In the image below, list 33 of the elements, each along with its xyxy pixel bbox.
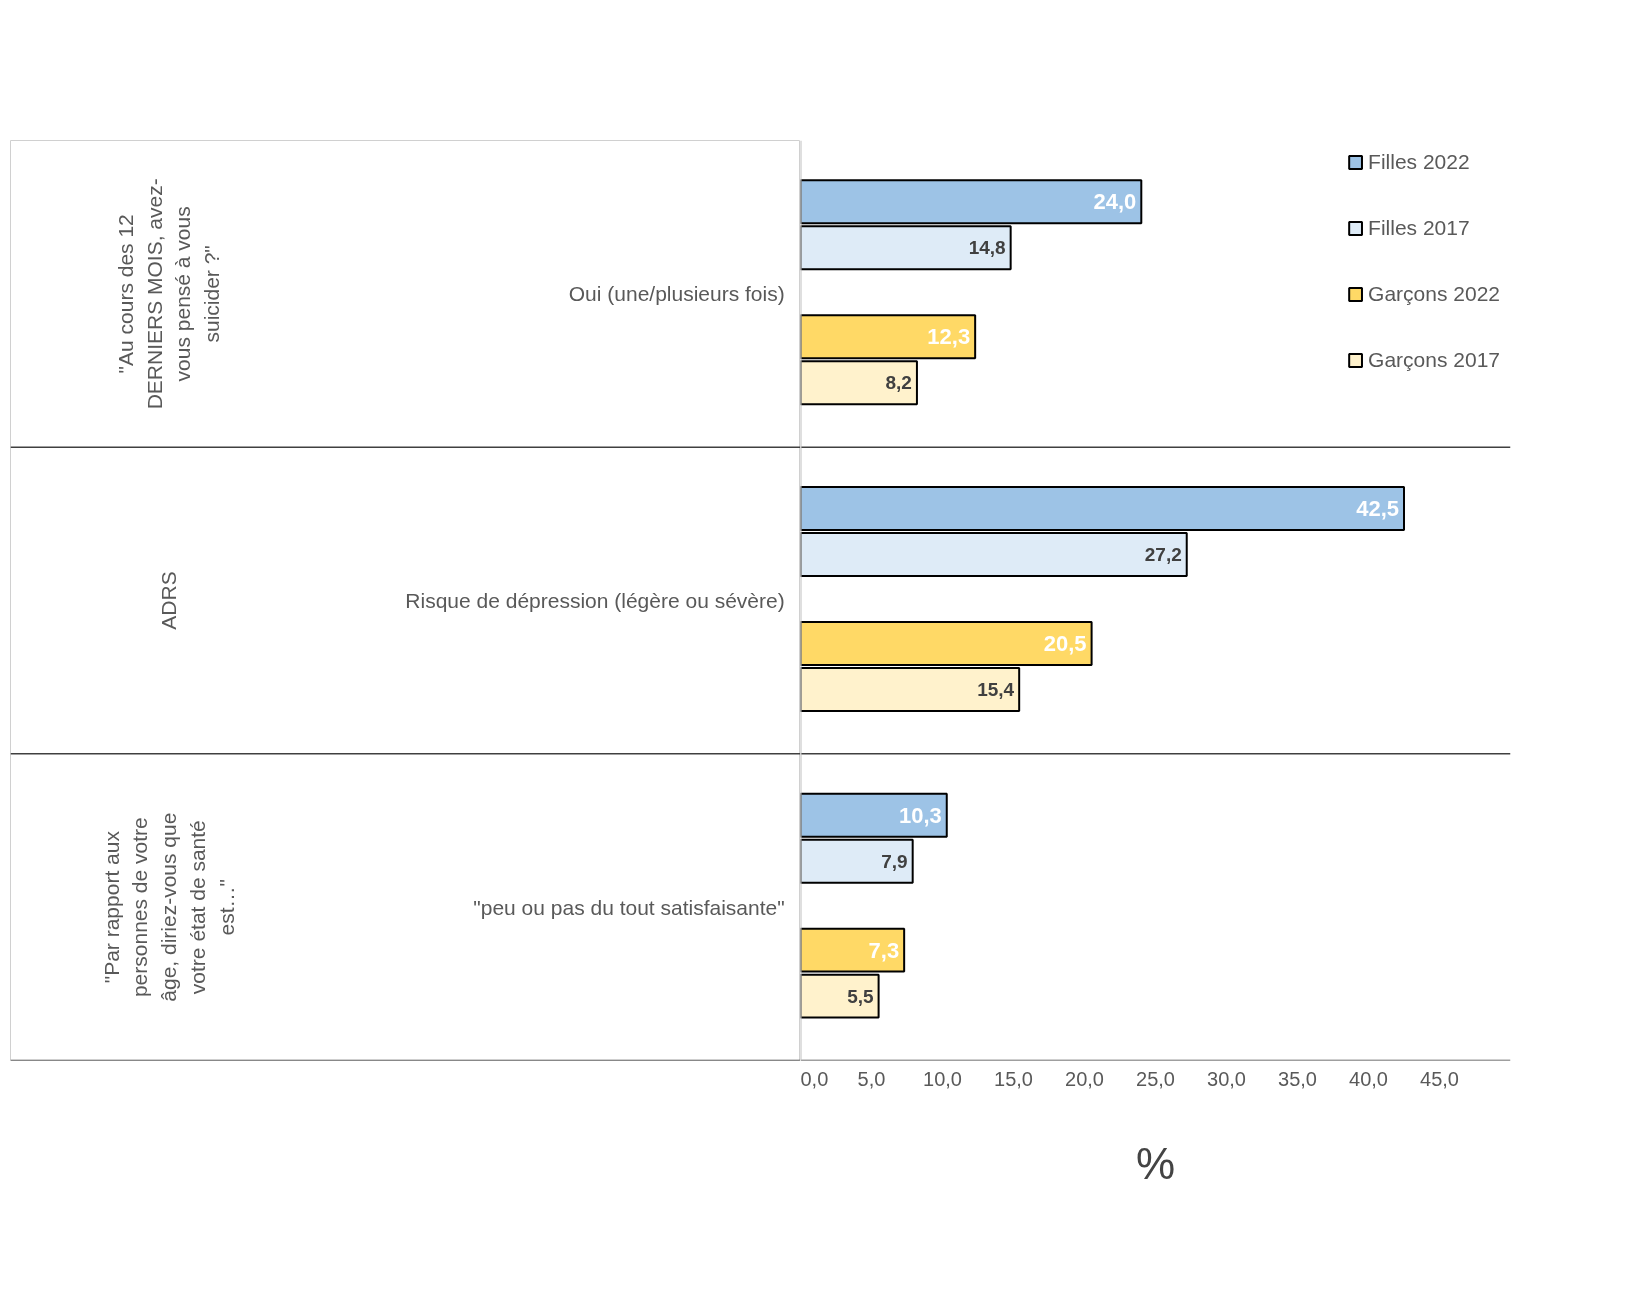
text: "Au cours des 12 DERNIERS MOIS, avez-vous pensé à vous suicider ?" bbox=[113, 178, 224, 410]
x-tick-label: 20,0 bbox=[1065, 1067, 1104, 1090]
data-label: 15,4 bbox=[977, 678, 1015, 700]
x-tick-label: 5,0 bbox=[857, 1067, 886, 1090]
x-tick-label: 30,0 bbox=[1207, 1067, 1246, 1090]
data-label: 12,3 bbox=[927, 324, 971, 350]
x-tick-label: 10,0 bbox=[923, 1067, 962, 1090]
x-tick-label: 25,0 bbox=[1136, 1067, 1175, 1090]
x-tick-label: 45,0 bbox=[1420, 1067, 1459, 1090]
legend-label: Filles 2017 bbox=[1368, 216, 1470, 240]
data-label: 42,5 bbox=[1356, 496, 1400, 521]
legend-label: Filles 2022 bbox=[1368, 150, 1470, 174]
x-tick-label: 40,0 bbox=[1349, 1067, 1388, 1090]
data-label: 5,5 bbox=[847, 985, 875, 1007]
x-tick-label: 15,0 bbox=[994, 1067, 1033, 1090]
data-label: 24,0 bbox=[1093, 189, 1137, 215]
y-tick-label: Oui (une/plusieurs fois) bbox=[568, 282, 785, 306]
data-label: 27,2 bbox=[1144, 544, 1182, 565]
y-tick-label: "peu ou pas du tout satisfaisante" bbox=[473, 895, 785, 919]
data-label: 7,9 bbox=[881, 850, 908, 872]
legend-label: Garçons 2022 bbox=[1368, 282, 1500, 306]
data-label: 14,8 bbox=[968, 237, 1006, 259]
x-tick-label: 35,0 bbox=[1278, 1067, 1317, 1090]
data-label: 20,5 bbox=[1043, 630, 1087, 656]
data-label: 8,2 bbox=[885, 372, 912, 394]
y-tick-label: Risque de dépression (légère ou sévère) bbox=[405, 589, 785, 612]
text: ADRS bbox=[157, 571, 180, 630]
x-axis-title: % bbox=[1135, 1138, 1176, 1188]
data-label: 10,3 bbox=[898, 802, 942, 828]
data-label: 7,3 bbox=[868, 937, 900, 963]
text: "Par rapport aux personnes de votre âge, diriez-vous que votre état de santé est…" bbox=[99, 812, 238, 1002]
x-tick-label: 0,0 bbox=[800, 1067, 829, 1090]
legend-label: Garçons 2017 bbox=[1368, 348, 1500, 372]
